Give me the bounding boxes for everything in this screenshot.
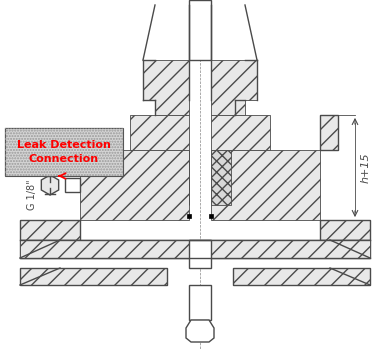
Polygon shape [41, 175, 58, 195]
Bar [20, 220, 80, 240]
Bar [211, 240, 370, 258]
Bar [320, 220, 370, 240]
Bar [320, 115, 338, 150]
Polygon shape [211, 150, 231, 205]
Polygon shape [211, 150, 320, 220]
Bar [320, 220, 370, 240]
Bar [65, 178, 80, 192]
Bar [5, 128, 123, 176]
Text: Leak Detection
Connection: Leak Detection Connection [17, 140, 111, 164]
Bar [233, 268, 370, 285]
Polygon shape [211, 115, 270, 150]
Bar [189, 240, 211, 268]
Polygon shape [143, 60, 189, 115]
Bar [189, 0, 211, 60]
Text: G 1/8": G 1/8" [27, 180, 37, 210]
Polygon shape [211, 60, 257, 115]
Bar [187, 214, 191, 218]
Bar [20, 268, 167, 285]
Bar [20, 240, 370, 258]
Bar [189, 285, 211, 320]
Bar [20, 240, 189, 258]
Polygon shape [186, 320, 214, 342]
Bar [320, 115, 338, 150]
Bar [233, 268, 370, 285]
Text: h+15: h+15 [361, 152, 371, 183]
Bar [209, 214, 213, 218]
Bar [20, 220, 80, 240]
Polygon shape [80, 150, 189, 220]
Bar [5, 128, 123, 176]
Polygon shape [130, 115, 189, 150]
Bar [20, 268, 167, 285]
